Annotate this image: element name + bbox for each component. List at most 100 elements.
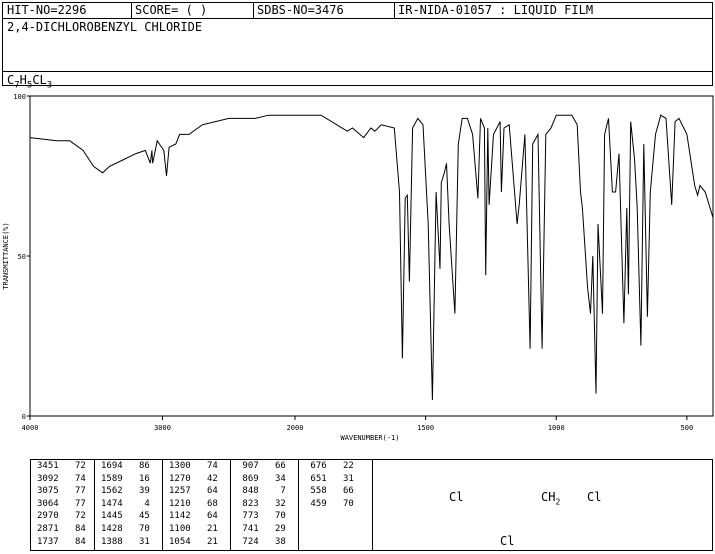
peak-row: 3064 77 — [31, 498, 94, 511]
peak-wavenumber: 1300 — [169, 461, 191, 471]
peak-wavenumber: 1562 — [101, 486, 123, 497]
peak-transmittance: 77 — [58, 498, 86, 509]
peak-transmittance: 32 — [258, 498, 286, 509]
peak-row: 3451 72 — [31, 460, 94, 473]
peak-transmittance: 38 — [258, 536, 286, 547]
hit-number: HIT-NO=2296 — [7, 3, 87, 17]
peak-transmittance: 70 — [122, 523, 150, 534]
peak-row: 1300 74 — [163, 460, 230, 473]
x-tick-label: 500 — [681, 424, 694, 432]
spectrum-line — [29, 114, 714, 401]
peak-transmittance: 86 — [122, 461, 150, 471]
peak-wavenumber: 823 — [237, 498, 259, 509]
peak-transmittance: 84 — [58, 523, 86, 534]
peak-row: 907 66 — [231, 460, 298, 473]
peak-wavenumber: 1257 — [169, 486, 191, 497]
y-axis-ticks: 0 50 100 — [13, 93, 30, 421]
peak-transmittance: 39 — [122, 486, 150, 497]
molecular-formula: C7H5CL3 — [7, 73, 53, 91]
peak-row: 1257 64 — [163, 485, 230, 498]
peak-wavenumber: 1270 — [169, 473, 191, 484]
peak-row: 1054 21 — [163, 536, 230, 549]
peak-row: 2871 84 — [31, 523, 94, 536]
peak-wavenumber: 651 — [305, 473, 327, 484]
peak-column: 3451 72 3092 74 3075 77 3064 77 2970 72 2871 … — [31, 460, 95, 550]
peak-transmittance: 16 — [122, 473, 150, 484]
y-tick-label: 100 — [13, 93, 26, 101]
peak-wavenumber: 1210 — [169, 498, 191, 509]
peak-transmittance: 31 — [326, 473, 354, 484]
peak-transmittance: 66 — [326, 486, 354, 497]
peak-column: 676 22 651 31 558 66 459 70 — [299, 460, 373, 550]
peak-wavenumber: 741 — [237, 523, 259, 534]
sdbs-number: SDBS-NO=3476 — [257, 3, 344, 17]
peak-column: 907 66 869 34 848 7 823 32 773 70 741 29… — [231, 460, 299, 550]
peak-transmittance: 4 — [122, 498, 150, 509]
peak-wavenumber: 2970 — [37, 511, 59, 522]
peak-row: 773 70 — [231, 510, 298, 523]
peak-row: 741 29 — [231, 523, 298, 536]
peak-row: 1737 84 — [31, 536, 94, 549]
chlorine-label: Cl — [449, 490, 464, 504]
x-tick-label: 1500 — [417, 424, 434, 432]
peak-row: 1589 16 — [95, 473, 162, 486]
peak-transmittance: 64 — [190, 486, 218, 497]
peak-wavenumber: 907 — [237, 461, 259, 471]
peak-row: 869 34 — [231, 473, 298, 486]
peak-transmittance: 84 — [58, 536, 86, 547]
peak-row: 1388 31 — [95, 536, 162, 549]
peak-row: 1694 86 — [95, 460, 162, 473]
peak-wavenumber: 1474 — [101, 498, 123, 509]
peak-row: 1142 64 — [163, 510, 230, 523]
peak-row: 724 38 — [231, 536, 298, 549]
peak-transmittance: 66 — [258, 461, 286, 471]
peak-transmittance: 34 — [258, 473, 286, 484]
peak-row: 1100 21 — [163, 523, 230, 536]
peak-wavenumber: 3092 — [37, 473, 59, 484]
x-tick-label: 4000 — [22, 424, 39, 432]
x-axis-label: WAVENUMBER(-1) — [340, 434, 399, 442]
peak-transmittance: 22 — [326, 461, 354, 471]
chlorine-label: Cl — [500, 534, 515, 548]
peak-row: 3092 74 — [31, 473, 94, 486]
x-axis-ticks: 4000 3000 2000 1500 1000 500 — [22, 416, 694, 432]
peak-row: 1210 68 — [163, 498, 230, 511]
peak-transmittance: 72 — [58, 511, 86, 522]
plot-frame — [29, 95, 714, 417]
peak-wavenumber: 1445 — [101, 511, 123, 522]
peak-wavenumber: 773 — [237, 511, 259, 522]
peak-transmittance: 74 — [58, 473, 86, 484]
peak-transmittance: 21 — [190, 536, 218, 547]
peak-wavenumber: 1054 — [169, 536, 191, 547]
peak-transmittance: 45 — [122, 511, 150, 522]
chlorine-label: Cl — [587, 490, 602, 504]
peak-row: 3075 77 — [31, 485, 94, 498]
peak-transmittance: 70 — [326, 498, 354, 509]
x-tick-label: 3000 — [154, 424, 171, 432]
peak-wavenumber: 848 — [237, 486, 259, 497]
peak-column: 1300 74 1270 42 1257 64 1210 68 1142 64 1100 … — [163, 460, 231, 550]
peak-transmittance: 74 — [190, 461, 218, 471]
peak-row: 1428 70 — [95, 523, 162, 536]
peak-transmittance: 42 — [190, 473, 218, 484]
y-tick-label: 0 — [22, 413, 26, 421]
peak-wavenumber: 1388 — [101, 536, 123, 547]
structure-panel: Cl CH2 Cl Cl — [372, 459, 713, 551]
peak-wavenumber: 1694 — [101, 461, 123, 471]
peak-transmittance: 72 — [58, 461, 86, 471]
peak-row: 1562 39 — [95, 485, 162, 498]
peak-table: 3451 72 3092 74 3075 77 3064 77 2970 72 2871 … — [30, 459, 373, 551]
peak-row: 823 32 — [231, 498, 298, 511]
peak-wavenumber: 724 — [237, 536, 259, 547]
peak-transmittance: 68 — [190, 498, 218, 509]
peak-transmittance: 21 — [190, 523, 218, 534]
header-divider — [394, 3, 395, 18]
peak-transmittance: 64 — [190, 511, 218, 522]
header-row: HIT-NO=2296 SCORE= ( ) SDBS-NO=3476 IR-N… — [3, 3, 712, 19]
header-divider — [131, 3, 132, 18]
peak-wavenumber: 1142 — [169, 511, 191, 522]
peak-wavenumber: 3451 — [37, 461, 59, 471]
y-axis-label: TRANSMITTANCE(%) — [2, 222, 10, 289]
peak-transmittance: 70 — [258, 511, 286, 522]
peak-transmittance: 77 — [58, 486, 86, 497]
